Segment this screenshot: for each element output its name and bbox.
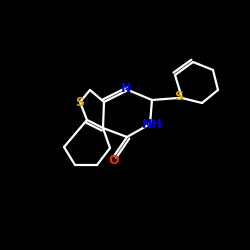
Text: S: S <box>174 90 184 104</box>
Text: O: O <box>109 154 119 166</box>
Text: NH: NH <box>142 118 163 130</box>
Text: S: S <box>76 96 84 108</box>
Text: N: N <box>121 82 131 94</box>
